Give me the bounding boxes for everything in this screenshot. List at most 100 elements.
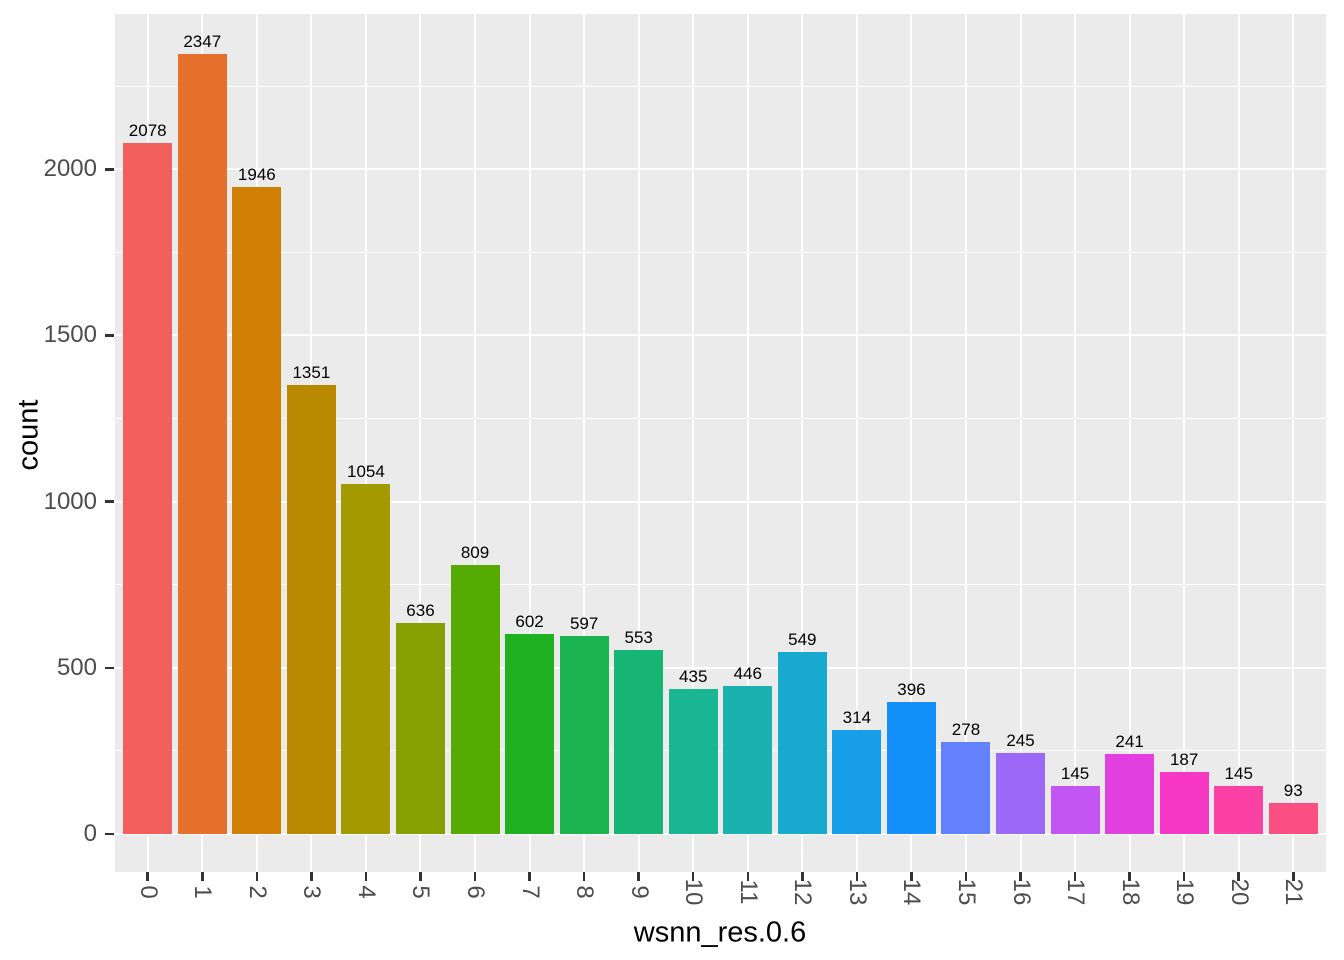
bar-cluster-16: [996, 752, 1046, 834]
gridline-major-vertical: [364, 14, 367, 872]
x-tick-label: 1: [189, 885, 217, 899]
gridline-major-vertical: [964, 14, 967, 872]
x-tick-label: 9: [625, 885, 653, 899]
bar-value-label: 597: [569, 613, 599, 633]
bar-cluster-19: [1159, 771, 1209, 834]
gridline-major-vertical: [528, 14, 531, 872]
gridline-major-horizontal: [115, 334, 1326, 337]
x-tick-label: 4: [352, 885, 380, 899]
gridline-major-vertical: [746, 14, 749, 872]
bar-value-label: 145: [1224, 763, 1253, 783]
x-tick: [1019, 872, 1022, 881]
bar-cluster-3: [286, 385, 336, 834]
x-tick: [201, 872, 204, 881]
x-tick-label: 11: [734, 879, 762, 905]
bar-cluster-11: [723, 685, 773, 834]
bar-cluster-20: [1214, 785, 1264, 834]
y-tick: [105, 334, 114, 337]
gridline-minor-horizontal: [115, 418, 1326, 420]
gridline-minor-horizontal: [115, 584, 1326, 586]
bar-cluster-17: [1050, 785, 1100, 834]
x-tick: [801, 872, 804, 881]
x-tick: [364, 872, 368, 881]
x-tick-label: 10: [680, 878, 708, 906]
x-tick: [746, 872, 750, 881]
bar-value-label: 314: [842, 707, 872, 727]
gridline-major-vertical: [855, 14, 858, 872]
bar-cluster-4: [341, 483, 391, 834]
x-tick-label: 5: [407, 885, 435, 899]
x-tick: [855, 872, 859, 881]
bar-cluster-15: [941, 741, 991, 834]
bar-value-label: 2078: [128, 121, 167, 141]
x-tick-label: 12: [789, 878, 817, 906]
bar-cluster-8: [559, 635, 609, 834]
gridline-major-vertical: [801, 14, 804, 872]
x-tick-label: 21: [1280, 878, 1308, 906]
x-tick-label: 3: [298, 885, 326, 899]
x-tick-label: 17: [1062, 878, 1090, 906]
y-tick-label: 1000: [43, 487, 97, 515]
x-tick: [637, 872, 640, 881]
x-tick: [310, 872, 313, 881]
gridline-major-horizontal: [115, 168, 1326, 171]
gridline-major-vertical: [637, 14, 640, 872]
gridline-major-vertical: [1237, 14, 1240, 872]
x-tick: [146, 872, 149, 881]
gridline-major-horizontal: [115, 666, 1326, 669]
x-tick: [1292, 872, 1295, 881]
gridline-major-vertical: [692, 14, 695, 872]
y-tick-label: 500: [56, 653, 97, 681]
bar-value-label: 1351: [292, 363, 331, 382]
x-tick: [1237, 872, 1240, 881]
bar-value-label: 549: [788, 629, 817, 649]
x-tick: [910, 872, 913, 881]
bar-value-label: 187: [1169, 749, 1199, 769]
x-tick: [1073, 872, 1077, 881]
gridline-major-vertical: [1074, 14, 1077, 872]
gridline-major-vertical: [1019, 14, 1022, 872]
y-tick-label: 0: [83, 820, 97, 847]
bar-value-label: 553: [624, 628, 653, 648]
gridline-major-vertical: [1183, 14, 1186, 872]
gridline-minor-horizontal: [115, 750, 1326, 752]
x-tick-label: 18: [1116, 878, 1144, 906]
bar-cluster-0: [123, 143, 173, 834]
x-tick: [1128, 872, 1131, 881]
bar-cluster-13: [832, 729, 882, 834]
x-tick: [964, 872, 968, 881]
gridline-major-vertical: [474, 14, 477, 872]
x-tick-label: 2: [243, 885, 271, 899]
x-axis-title: wsnn_res.0.6: [633, 916, 807, 949]
x-tick: [473, 872, 477, 881]
bar-cluster-5: [395, 622, 445, 834]
y-tick: [105, 832, 114, 836]
x-tick-label: 15: [952, 878, 980, 906]
x-tick-label: 8: [571, 885, 599, 899]
bar-cluster-12: [777, 651, 827, 834]
bar-value-label: 396: [897, 680, 926, 700]
bar-cluster-21: [1268, 803, 1318, 834]
gridline-major-vertical: [910, 14, 913, 872]
plot-panel: [115, 14, 1326, 872]
bar-value-label: 145: [1060, 763, 1090, 783]
x-tick: [582, 872, 586, 881]
bar-value-label: 602: [515, 611, 544, 631]
x-tick: [691, 872, 695, 881]
bar-cluster-9: [614, 650, 664, 834]
bar-cluster-10: [668, 689, 718, 834]
gridline-major-horizontal: [115, 833, 1326, 835]
bar-value-label: 446: [733, 663, 762, 683]
bar-value-label: 1054: [347, 461, 385, 481]
gridline-minor-horizontal: [115, 251, 1326, 253]
bar-cluster-14: [886, 702, 936, 834]
x-tick-label: 19: [1171, 878, 1199, 906]
x-tick: [1182, 872, 1186, 881]
gridline-major-vertical: [583, 14, 586, 872]
bar-value-label: 1946: [237, 165, 276, 185]
bar-cluster-18: [1105, 753, 1155, 834]
gridline-minor-horizontal: [115, 85, 1326, 87]
bar-value-label: 2347: [183, 32, 222, 51]
x-tick-label: 14: [898, 878, 926, 906]
